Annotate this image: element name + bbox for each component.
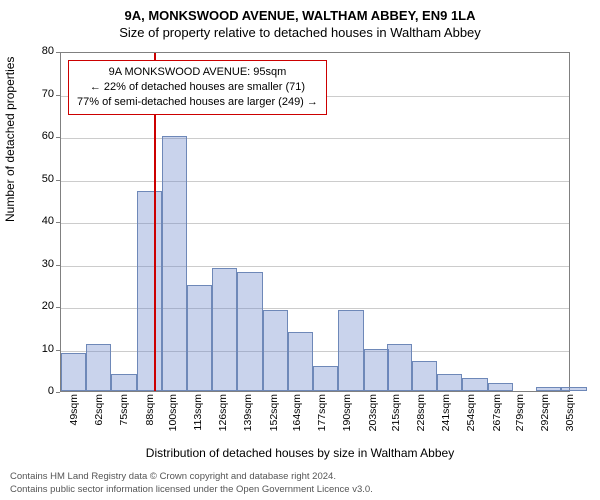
y-tick-mark bbox=[56, 95, 60, 96]
footnote-line1: Contains HM Land Registry data © Crown c… bbox=[10, 471, 590, 483]
y-tick-label: 80 bbox=[24, 45, 54, 57]
x-tick-label: 305sqm bbox=[564, 394, 576, 436]
x-tick-label: 228sqm bbox=[415, 394, 427, 436]
histogram-bar bbox=[86, 344, 111, 391]
histogram-bar bbox=[338, 310, 363, 391]
y-tick-mark bbox=[56, 307, 60, 308]
y-tick-mark bbox=[56, 222, 60, 223]
histogram-bar bbox=[412, 361, 437, 391]
x-tick-label: 254sqm bbox=[465, 394, 477, 436]
histogram-bar bbox=[61, 353, 86, 391]
y-tick-mark bbox=[56, 137, 60, 138]
footnote: Contains HM Land Registry data © Crown c… bbox=[10, 471, 590, 496]
x-tick-label: 292sqm bbox=[539, 394, 551, 436]
histogram-bar bbox=[212, 268, 237, 391]
histogram-bar bbox=[488, 383, 513, 392]
histogram-bar bbox=[162, 136, 187, 391]
histogram-bar bbox=[561, 387, 586, 391]
histogram-bar bbox=[263, 310, 288, 391]
x-tick-label: 203sqm bbox=[367, 394, 379, 436]
y-tick-mark bbox=[56, 350, 60, 351]
y-axis-label: Number of detached properties bbox=[3, 57, 17, 222]
y-tick-label: 0 bbox=[24, 385, 54, 397]
x-tick-label: 126sqm bbox=[217, 394, 229, 436]
y-tick-label: 60 bbox=[24, 130, 54, 142]
x-tick-label: 267sqm bbox=[491, 394, 503, 436]
histogram-bar bbox=[187, 285, 212, 391]
x-tick-label: 279sqm bbox=[514, 394, 526, 436]
info-box-line1: 9A MONKSWOOD AVENUE: 95sqm bbox=[77, 65, 318, 80]
y-tick-label: 70 bbox=[24, 88, 54, 100]
x-tick-label: 241sqm bbox=[440, 394, 452, 436]
histogram-bar bbox=[313, 366, 338, 392]
y-tick-label: 10 bbox=[24, 343, 54, 355]
x-tick-label: 62sqm bbox=[93, 394, 105, 436]
info-box-line2: ← 22% of detached houses are smaller (71… bbox=[77, 80, 318, 95]
info-box-line3: 77% of semi-detached houses are larger (… bbox=[77, 95, 318, 110]
histogram-bar bbox=[387, 344, 412, 391]
x-tick-label: 88sqm bbox=[144, 394, 156, 436]
y-tick-label: 40 bbox=[24, 215, 54, 227]
histogram-bar bbox=[137, 191, 162, 391]
y-tick-mark bbox=[56, 265, 60, 266]
histogram-bar bbox=[288, 332, 313, 392]
footnote-line2: Contains public sector information licen… bbox=[10, 484, 590, 496]
chart-title-line2: Size of property relative to detached ho… bbox=[0, 23, 600, 40]
x-tick-label: 49sqm bbox=[68, 394, 80, 436]
y-tick-label: 20 bbox=[24, 300, 54, 312]
histogram-bar bbox=[437, 374, 462, 391]
histogram-bar bbox=[364, 349, 389, 392]
chart-title-line1: 9A, MONKSWOOD AVENUE, WALTHAM ABBEY, EN9… bbox=[0, 0, 600, 23]
x-axis-label: Distribution of detached houses by size … bbox=[0, 446, 600, 460]
y-tick-label: 30 bbox=[24, 258, 54, 270]
histogram-bar bbox=[111, 374, 136, 391]
gridline-h bbox=[61, 138, 569, 139]
histogram-bar bbox=[536, 387, 561, 391]
x-tick-label: 215sqm bbox=[390, 394, 402, 436]
y-tick-mark bbox=[56, 52, 60, 53]
histogram-bar bbox=[237, 272, 262, 391]
histogram-bar bbox=[462, 378, 487, 391]
x-tick-label: 100sqm bbox=[167, 394, 179, 436]
x-tick-label: 152sqm bbox=[268, 394, 280, 436]
y-tick-mark bbox=[56, 392, 60, 393]
info-box: 9A MONKSWOOD AVENUE: 95sqm ← 22% of deta… bbox=[68, 60, 327, 115]
x-tick-label: 75sqm bbox=[118, 394, 130, 436]
x-tick-label: 139sqm bbox=[242, 394, 254, 436]
y-tick-mark bbox=[56, 180, 60, 181]
x-tick-label: 190sqm bbox=[341, 394, 353, 436]
x-tick-label: 177sqm bbox=[316, 394, 328, 436]
x-tick-label: 164sqm bbox=[291, 394, 303, 436]
x-tick-label: 113sqm bbox=[192, 394, 204, 436]
gridline-h bbox=[61, 181, 569, 182]
y-tick-label: 50 bbox=[24, 173, 54, 185]
